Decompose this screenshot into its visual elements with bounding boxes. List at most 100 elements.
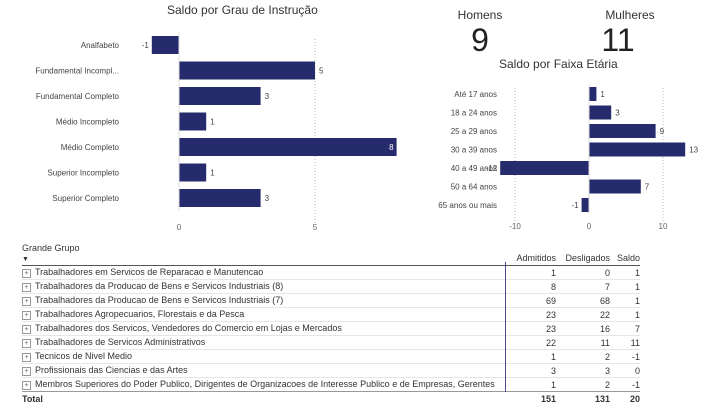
total-saldo: 20	[610, 391, 640, 405]
data-label: 1	[210, 118, 215, 127]
saldo-cell: 1	[610, 293, 640, 308]
group-cell: + Trabalhadores da Producao de Bens e Ser…	[22, 293, 504, 308]
group-label: Trabalhadores de Servicos Administrativo…	[35, 337, 206, 348]
group-label: Membros Superiores do Poder Publico, Dir…	[35, 379, 495, 390]
category-label: Superior Incompleto	[47, 169, 119, 178]
x-tick-label: 0	[177, 223, 182, 232]
saldo-cell: 7	[610, 321, 640, 336]
table-row[interactable]: + Trabalhadores da Producao de Bens e Ser…	[22, 279, 640, 294]
saldo-cell: 11	[610, 335, 640, 350]
table-row[interactable]: + Trabalhadores da Producao de Bens e Ser…	[22, 293, 640, 308]
expand-icon[interactable]: +	[22, 338, 31, 348]
group-label: Trabalhadores em Servicos de Reparacao e…	[35, 267, 264, 278]
expand-icon[interactable]: +	[22, 296, 31, 306]
data-label: 3	[265, 194, 270, 203]
bar	[589, 124, 656, 138]
col-header-saldo[interactable]: Saldo	[610, 243, 640, 266]
group-cell: + Profissionais das Ciencias e das Artes	[22, 363, 504, 378]
table-row[interactable]: + Trabalhadores de Servicos Administrativ…	[22, 335, 640, 350]
bar	[589, 87, 597, 101]
group-label: Trabalhadores da Producao de Bens e Serv…	[35, 281, 284, 292]
bar	[151, 36, 179, 54]
age-bar-chart: -10 0 10 Até 17 anos 1 18 a 24 anos 3 25 a 29 a…	[438, 84, 699, 231]
data-label: 3	[265, 92, 270, 101]
admitidos-cell: 1	[504, 349, 556, 364]
category-label: 40 a 49 anos	[451, 164, 497, 173]
saldo-cell: 0	[610, 363, 640, 378]
category-label: 65 anos ou mais	[438, 201, 497, 210]
category-label: 18 a 24 anos	[451, 109, 497, 118]
expand-icon[interactable]: +	[22, 352, 31, 362]
desligados-cell: 2	[556, 349, 610, 364]
bar	[581, 198, 589, 212]
desligados-cell: 2	[556, 377, 610, 392]
data-label: 9	[660, 127, 665, 136]
expand-icon[interactable]: +	[22, 268, 31, 278]
saldo-cell: 1	[610, 265, 640, 280]
col-header-grande-grupo[interactable]: Grande Grupo ▼	[22, 243, 504, 266]
total-admitidos: 151	[504, 391, 556, 405]
total-desligados: 131	[556, 391, 610, 405]
women-kpi-value: 11	[601, 22, 635, 58]
admitidos-cell: 1	[504, 377, 556, 392]
bar	[179, 61, 315, 80]
expand-icon[interactable]: +	[22, 324, 31, 334]
bar	[500, 161, 589, 175]
data-label: 8	[389, 143, 394, 152]
category-label: 50 a 64 anos	[451, 183, 497, 192]
category-label: Médio Incompleto	[56, 118, 120, 127]
data-label: 1	[210, 169, 215, 178]
group-label: Trabalhadores da Producao de Bens e Serv…	[35, 295, 284, 306]
table-row[interactable]: + Membros Superiores do Poder Publico, Di…	[22, 377, 640, 392]
category-label: Fundamental Incompl...	[35, 67, 119, 76]
bar	[589, 105, 612, 120]
expand-icon[interactable]: +	[22, 310, 31, 320]
category-label: Até 17 anos	[454, 90, 497, 99]
category-label: 25 a 29 anos	[451, 127, 497, 136]
group-label: Trabalhadores Agropecuarios, Florestais …	[35, 309, 245, 320]
sort-desc-icon[interactable]: ▼	[22, 256, 29, 263]
data-label: 13	[689, 146, 698, 155]
expand-icon[interactable]: +	[22, 366, 31, 376]
saldo-cell: 1	[610, 279, 640, 294]
men-kpi-value: 9	[471, 22, 489, 58]
group-cell: + Trabalhadores da Producao de Bens e Ser…	[22, 279, 504, 294]
table-row[interactable]: + Profissionais das Ciencias e das Artes 3…	[22, 363, 640, 378]
education-chart-title: Saldo por Grau de Instrução	[167, 3, 318, 17]
admitidos-cell: 8	[504, 279, 556, 294]
group-cell: + Tecnicos de Nivel Medio	[22, 349, 504, 364]
table-row[interactable]: + Trabalhadores Agropecuarios, Florestais…	[22, 307, 640, 322]
desligados-cell: 16	[556, 321, 610, 336]
group-cell: + Trabalhadores em Servicos de Reparacao …	[22, 265, 504, 280]
x-tick-label: 5	[313, 223, 318, 232]
admitidos-cell: 23	[504, 321, 556, 336]
table-row[interactable]: + Trabalhadores dos Servicos, Vendedores …	[22, 321, 640, 336]
group-label: Tecnicos de Nivel Medio	[35, 351, 133, 362]
category-label: Superior Completo	[52, 194, 119, 203]
col-header-desligados[interactable]: Desligados	[556, 243, 610, 266]
data-label: -12	[486, 164, 498, 173]
men-kpi-label: Homens	[457, 8, 503, 22]
desligados-cell: 3	[556, 363, 610, 378]
bar	[589, 142, 686, 157]
saldo-cell: 1	[610, 307, 640, 322]
expand-icon[interactable]: +	[22, 282, 31, 292]
category-label: Fundamental Completo	[36, 92, 120, 101]
table-row[interactable]: + Trabalhadores em Servicos de Reparacao …	[22, 265, 640, 280]
col-header-admitidos[interactable]: Admitidos	[504, 243, 556, 266]
women-kpi-label: Mulheres	[605, 8, 655, 22]
admitidos-cell: 1	[504, 265, 556, 280]
group-label: Trabalhadores dos Servicos, Vendedores d…	[35, 323, 342, 334]
group-cell: + Trabalhadores dos Servicos, Vendedores …	[22, 321, 504, 336]
data-label: 5	[319, 67, 324, 76]
expand-icon[interactable]: +	[22, 380, 31, 390]
saldo-cell: -1	[610, 349, 640, 364]
x-tick-label: 0	[587, 222, 592, 231]
table-row[interactable]: + Tecnicos de Nivel Medio 1 2 -1	[22, 349, 640, 364]
data-label: -1	[142, 41, 150, 50]
admitidos-cell: 69	[504, 293, 556, 308]
total-row: Total 151 131 20	[22, 391, 640, 405]
desligados-cell: 11	[556, 335, 610, 350]
admitidos-cell: 22	[504, 335, 556, 350]
x-tick-label: -10	[509, 222, 521, 231]
